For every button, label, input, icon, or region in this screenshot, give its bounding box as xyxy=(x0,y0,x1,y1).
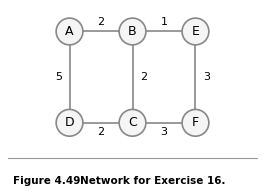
Text: 3: 3 xyxy=(203,72,210,82)
Circle shape xyxy=(56,18,83,45)
Text: C: C xyxy=(128,116,137,129)
Text: Network for Exercise 16.: Network for Exercise 16. xyxy=(80,176,225,186)
Circle shape xyxy=(119,109,146,136)
Circle shape xyxy=(182,109,209,136)
Text: A: A xyxy=(65,25,74,38)
Text: Figure 4.49: Figure 4.49 xyxy=(13,176,81,186)
Text: 1: 1 xyxy=(161,17,167,27)
Circle shape xyxy=(182,18,209,45)
Text: F: F xyxy=(192,116,199,129)
Text: B: B xyxy=(128,25,137,38)
Text: 2: 2 xyxy=(98,17,105,27)
Text: D: D xyxy=(65,116,74,129)
Text: 5: 5 xyxy=(55,72,62,82)
Text: 2: 2 xyxy=(140,72,147,82)
Text: 3: 3 xyxy=(161,127,167,137)
Text: 2: 2 xyxy=(98,127,105,137)
Text: E: E xyxy=(192,25,200,38)
Circle shape xyxy=(56,109,83,136)
Circle shape xyxy=(119,18,146,45)
